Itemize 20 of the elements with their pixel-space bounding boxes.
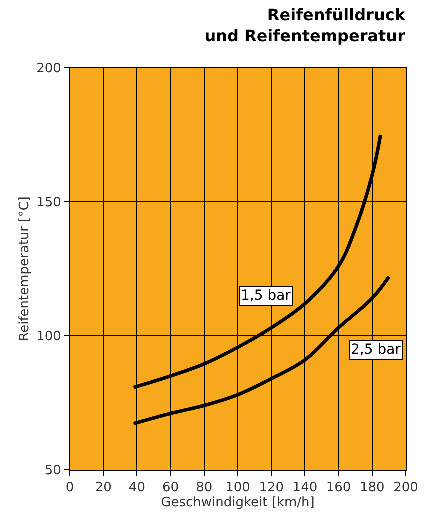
x-tick-label: 100 (226, 480, 250, 496)
series-label: 1,5 bar (241, 288, 292, 304)
series-label: 2,5 bar (351, 342, 402, 358)
x-tick-label: 120 (259, 480, 284, 496)
y-tick-label: 100 (36, 330, 62, 345)
y-axis-title: Reifentemperatur [°C] (18, 196, 33, 342)
x-tick-label: 0 (66, 480, 74, 496)
y-tick-label: 150 (36, 196, 62, 211)
x-tick-label: 160 (326, 480, 352, 496)
y-tick-label: 200 (36, 62, 62, 77)
chart-title: Reifenfülldruck und Reifentemperatur (204, 6, 406, 46)
x-tick-label: 80 (196, 480, 213, 496)
x-tick-label: 180 (360, 480, 385, 496)
x-tick-label: 140 (292, 480, 318, 496)
x-tick-label: 20 (95, 480, 112, 496)
x-tick-label: 40 (128, 480, 146, 496)
x-axis-title: Geschwindigkeit [km/h] (161, 496, 315, 511)
x-tick-label: 200 (394, 480, 418, 496)
y-tick-label: 50 (44, 464, 62, 479)
x-tick-label: 60 (162, 480, 180, 496)
